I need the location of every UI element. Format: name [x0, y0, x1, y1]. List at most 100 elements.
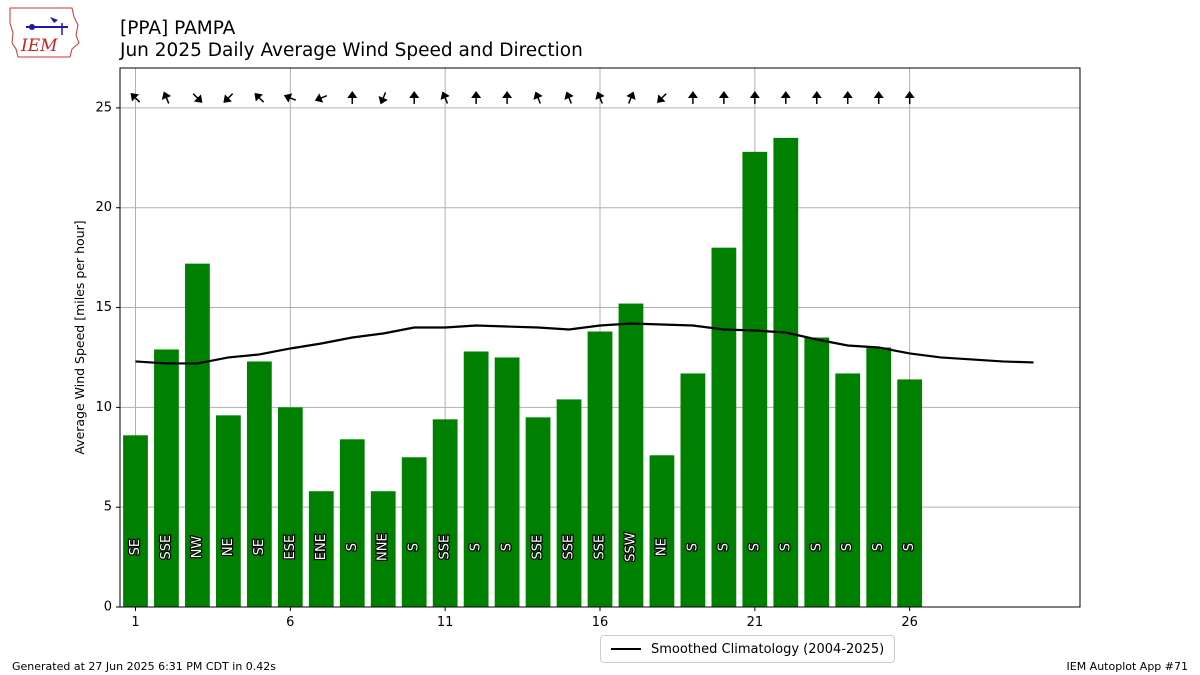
bar-day-14: [525, 417, 551, 607]
wind-arrow-day-7: [314, 93, 328, 103]
y-axis: 0 5 10 15 20 25: [95, 100, 120, 615]
x-tick-label: 6: [286, 615, 294, 630]
bar-day-19: [680, 373, 706, 607]
direction-label-day-8: S: [345, 543, 360, 551]
wind-arrow-day-12: [471, 90, 482, 104]
bar-day-2: [154, 349, 179, 607]
bar-day-9: [370, 491, 396, 607]
direction-label-day-16: SSE: [593, 535, 608, 560]
wind-arrow-day-16: [595, 91, 605, 104]
bar-day-3: [185, 263, 210, 607]
y-tick-label: 10: [95, 400, 112, 415]
bar-day-25: [866, 347, 892, 607]
bar-day-11: [432, 419, 458, 607]
direction-labels: SE SSE NW NE SE ESE ENE S NNE S SSE S S SSE SSE SSE SSW N…: [127, 531, 919, 563]
bar-day-23: [804, 337, 830, 607]
bar-day-21: [742, 151, 768, 607]
bar-day-5: [246, 361, 272, 607]
wind-arrow-day-1: [130, 92, 141, 103]
direction-label-day-6: ESE: [283, 535, 298, 560]
direction-label-day-18: NE: [654, 538, 669, 556]
bar-day-1: [123, 435, 148, 607]
wind-arrow-day-19: [687, 90, 698, 104]
bar-day-7: [308, 491, 334, 607]
bar-day-4: [216, 415, 241, 607]
wind-arrow-day-25: [873, 90, 884, 104]
bar-day-10: [401, 457, 427, 607]
y-tick-label: 0: [104, 600, 112, 615]
direction-label-day-11: SSE: [438, 535, 453, 560]
wind-arrow-day-21: [749, 90, 760, 104]
direction-label-day-14: SSE: [531, 535, 546, 560]
wind-arrow-day-11: [440, 91, 450, 104]
legend: Smoothed Climatology (2004-2025): [600, 635, 896, 663]
direction-label-day-7: ENE: [314, 534, 329, 560]
wind-arrow-day-20: [718, 90, 729, 104]
bar-day-26: [897, 379, 923, 607]
bar-day-6: [277, 407, 303, 607]
direction-label-day-21: S: [747, 543, 762, 551]
bar-day-8: [339, 439, 365, 607]
wind-arrow-day-8: [347, 90, 358, 104]
wind-arrows: [130, 90, 915, 105]
legend-line-swatch: [611, 648, 641, 650]
bar-day-15: [556, 399, 582, 607]
direction-label-day-10: S: [407, 543, 422, 551]
iem-logo: IEM: [6, 5, 82, 63]
direction-label-day-15: SSE: [562, 535, 577, 560]
direction-label-day-19: S: [685, 543, 700, 551]
wind-arrow-day-18: [656, 93, 667, 103]
direction-label-day-23: S: [809, 543, 824, 551]
x-tick-label: 26: [901, 615, 918, 630]
bar-day-12: [463, 351, 489, 607]
direction-label-day-3: NW: [190, 536, 205, 559]
direction-label-day-17: SSW: [623, 532, 638, 562]
wind-arrow-day-24: [842, 90, 853, 104]
wind-arrow-day-23: [811, 90, 822, 104]
wind-arrow-day-3: [192, 93, 203, 103]
chart-subtitle: Jun 2025 Daily Average Wind Speed and Di…: [120, 40, 583, 61]
logo-text: IEM: [20, 36, 58, 56]
bar-day-24: [835, 373, 861, 607]
wind-arrow-day-10: [409, 90, 420, 104]
climatology-line: [135, 322, 1034, 365]
bar-day-20: [711, 247, 737, 607]
direction-label-day-2: SSE: [159, 535, 174, 560]
x-tick-label: 11: [437, 615, 454, 630]
direction-label-day-1: SE: [128, 539, 143, 555]
direction-label-day-4: NE: [221, 538, 236, 556]
bar-day-18: [649, 455, 675, 607]
direction-label-day-20: S: [716, 543, 731, 551]
direction-label-day-13: S: [500, 543, 515, 551]
direction-label-day-26: S: [902, 543, 917, 551]
bar-day-16: [587, 331, 613, 607]
wind-arrow-day-14: [533, 91, 543, 104]
wind-arrow-day-13: [502, 90, 513, 104]
wind-arrow-day-22: [780, 90, 791, 104]
app-credit: IEM Autoplot App #71: [1066, 660, 1189, 673]
wind-arrow-day-17: [626, 91, 636, 104]
direction-label-day-25: S: [871, 543, 886, 551]
y-axis-label: Average Wind Speed [miles per hour]: [72, 220, 87, 454]
wind-arrow-day-4: [223, 93, 234, 103]
wind-arrow-day-9: [378, 92, 388, 105]
legend-label: Smoothed Climatology (2004-2025): [651, 641, 885, 657]
wind-arrow-day-2: [161, 91, 172, 104]
x-axis: 1 6 11 16 21 26: [131, 607, 918, 630]
bars: [123, 137, 923, 608]
generated-timestamp: Generated at 27 Jun 2025 6:31 PM CDT in …: [12, 660, 277, 673]
direction-label-day-12: S: [469, 543, 484, 551]
bar-day-13: [494, 357, 520, 607]
x-tick-label: 1: [131, 615, 139, 630]
wind-arrow-day-26: [904, 90, 915, 104]
climatology-series: [135, 322, 1034, 365]
y-tick-label: 25: [95, 100, 112, 115]
bar-day-22: [773, 137, 799, 608]
y-tick-label: 15: [95, 300, 112, 315]
wind-arrow-day-5: [254, 92, 265, 103]
y-tick-label: 5: [104, 500, 112, 515]
direction-label-day-24: S: [840, 543, 855, 551]
chart-title: [PPA] PAMPA: [120, 18, 236, 39]
x-tick-label: 16: [592, 615, 609, 630]
